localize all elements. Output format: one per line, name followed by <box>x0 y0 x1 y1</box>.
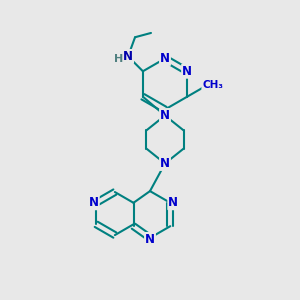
Text: N: N <box>168 196 178 209</box>
Text: N: N <box>182 65 192 78</box>
Text: N: N <box>160 157 170 170</box>
Text: N: N <box>89 196 99 209</box>
Text: N: N <box>123 50 133 63</box>
Text: N: N <box>145 233 155 246</box>
Text: N: N <box>160 52 170 65</box>
Text: H: H <box>114 54 123 64</box>
Text: CH₃: CH₃ <box>202 80 223 90</box>
Text: N: N <box>160 109 170 122</box>
